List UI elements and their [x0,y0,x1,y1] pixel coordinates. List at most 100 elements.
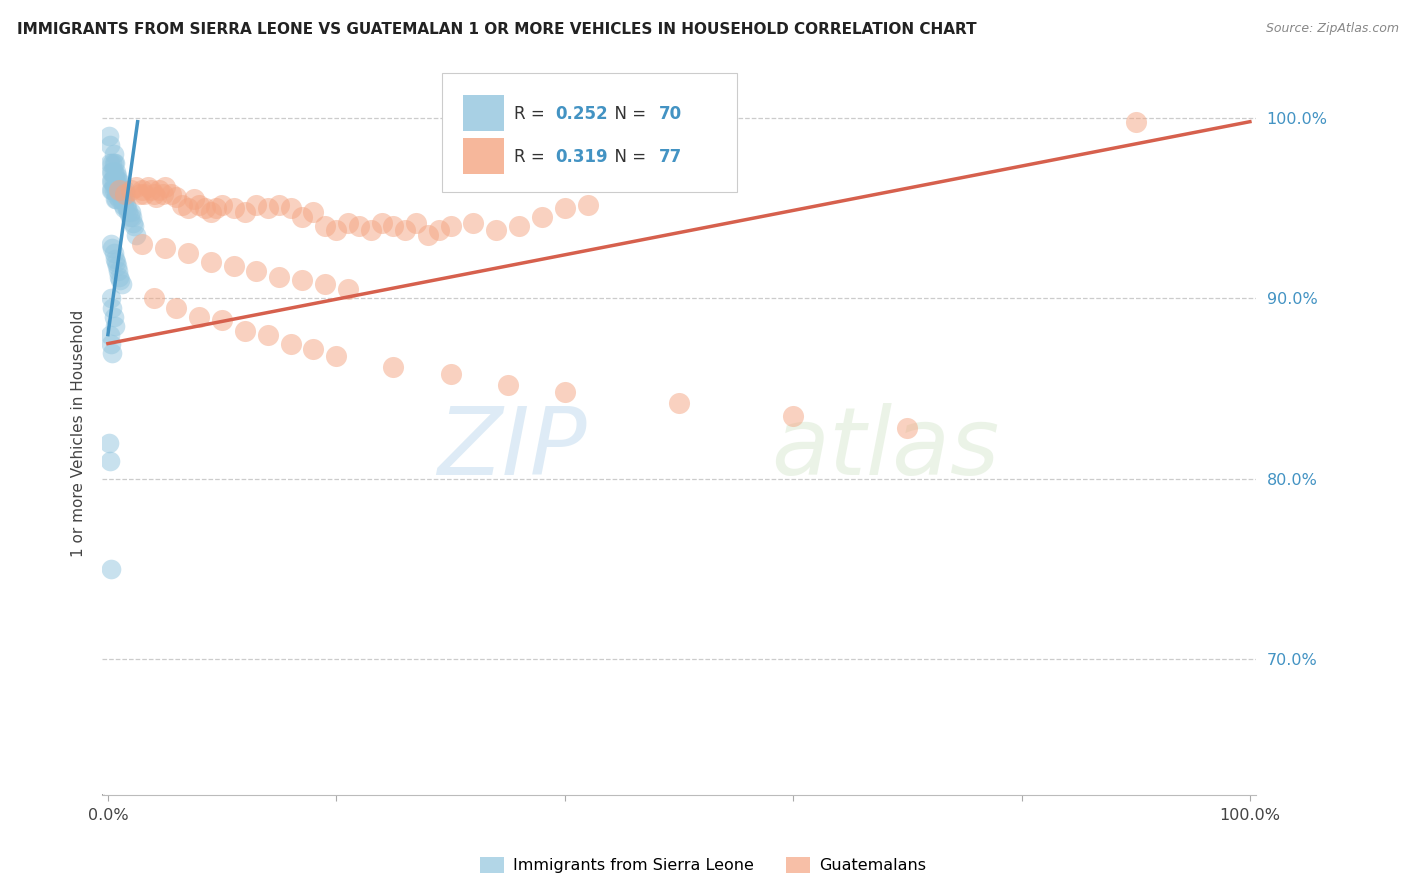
Point [394,223,416,237]
Point [245,197,267,211]
Point [188,197,211,211]
Point [101,241,124,255]
Point [222,202,245,216]
Point [200,205,222,219]
Point [104,192,127,206]
Point [110,179,132,194]
Point [103,147,125,161]
Point [111,183,134,197]
Point [104,318,127,333]
Point [668,396,690,410]
Point [439,368,461,382]
Point [125,228,148,243]
Point [131,183,153,197]
Point [211,197,233,211]
Point [103,183,125,197]
Point [302,342,325,356]
Point [101,301,124,315]
Point [336,283,359,297]
Point [416,228,439,243]
Point [782,409,804,423]
Point [496,378,519,392]
Point [108,183,131,197]
Point [100,183,122,197]
Point [554,202,576,216]
Point [100,237,122,252]
Text: N =: N = [605,148,651,167]
Point [145,190,167,204]
Point [101,174,124,188]
Point [122,216,145,230]
FancyBboxPatch shape [463,95,503,131]
FancyBboxPatch shape [443,73,737,192]
Point [165,301,187,315]
Point [103,165,125,179]
Point [360,223,382,237]
Point [100,292,122,306]
Point [291,273,314,287]
Point [114,186,136,201]
Point [121,211,143,225]
Point [280,202,302,216]
Point [427,223,450,237]
Point [576,197,599,211]
Text: IMMIGRANTS FROM SIERRA LEONE VS GUATEMALAN 1 OR MORE VEHICLES IN HOUSEHOLD CORRE: IMMIGRANTS FROM SIERRA LEONE VS GUATEMAL… [17,22,977,37]
Point [1125,114,1147,128]
Point [103,310,125,324]
Point [152,186,174,201]
Point [110,188,132,202]
Point [131,237,153,252]
Point [107,174,129,188]
Point [98,138,121,153]
Point [269,197,291,211]
Point [222,259,245,273]
Point [153,241,176,255]
Point [125,179,148,194]
Point [103,156,125,170]
Text: atlas: atlas [770,402,1000,493]
Point [188,310,211,324]
Point [101,183,124,197]
Point [134,186,156,201]
Point [110,273,132,287]
Point [554,385,576,400]
Point [104,174,127,188]
Point [115,197,138,211]
Point [104,255,127,269]
Point [382,359,405,374]
Point [108,174,131,188]
Text: 0.252: 0.252 [555,105,609,123]
Point [105,259,128,273]
Point [112,202,135,216]
Point [141,183,163,197]
Point [105,188,128,202]
Point [256,202,278,216]
Point [336,216,359,230]
Point [485,223,508,237]
Text: ZIP: ZIP [437,402,586,493]
Point [104,183,127,197]
Point [371,216,394,230]
Point [325,349,347,363]
Point [302,205,325,219]
Point [104,169,127,183]
Point [98,327,121,342]
Point [98,129,121,144]
Point [129,186,152,201]
Point [269,269,291,284]
Point [172,197,194,211]
Point [159,186,181,201]
Text: R =: R = [515,148,550,167]
Point [111,277,134,291]
Point [107,183,129,197]
Point [111,197,134,211]
Point [101,156,124,170]
Point [233,324,256,338]
Point [111,186,134,201]
Text: 77: 77 [659,148,682,167]
Point [347,219,370,234]
Point [211,313,233,327]
Point [104,179,127,194]
Point [107,264,129,278]
Point [120,183,142,197]
